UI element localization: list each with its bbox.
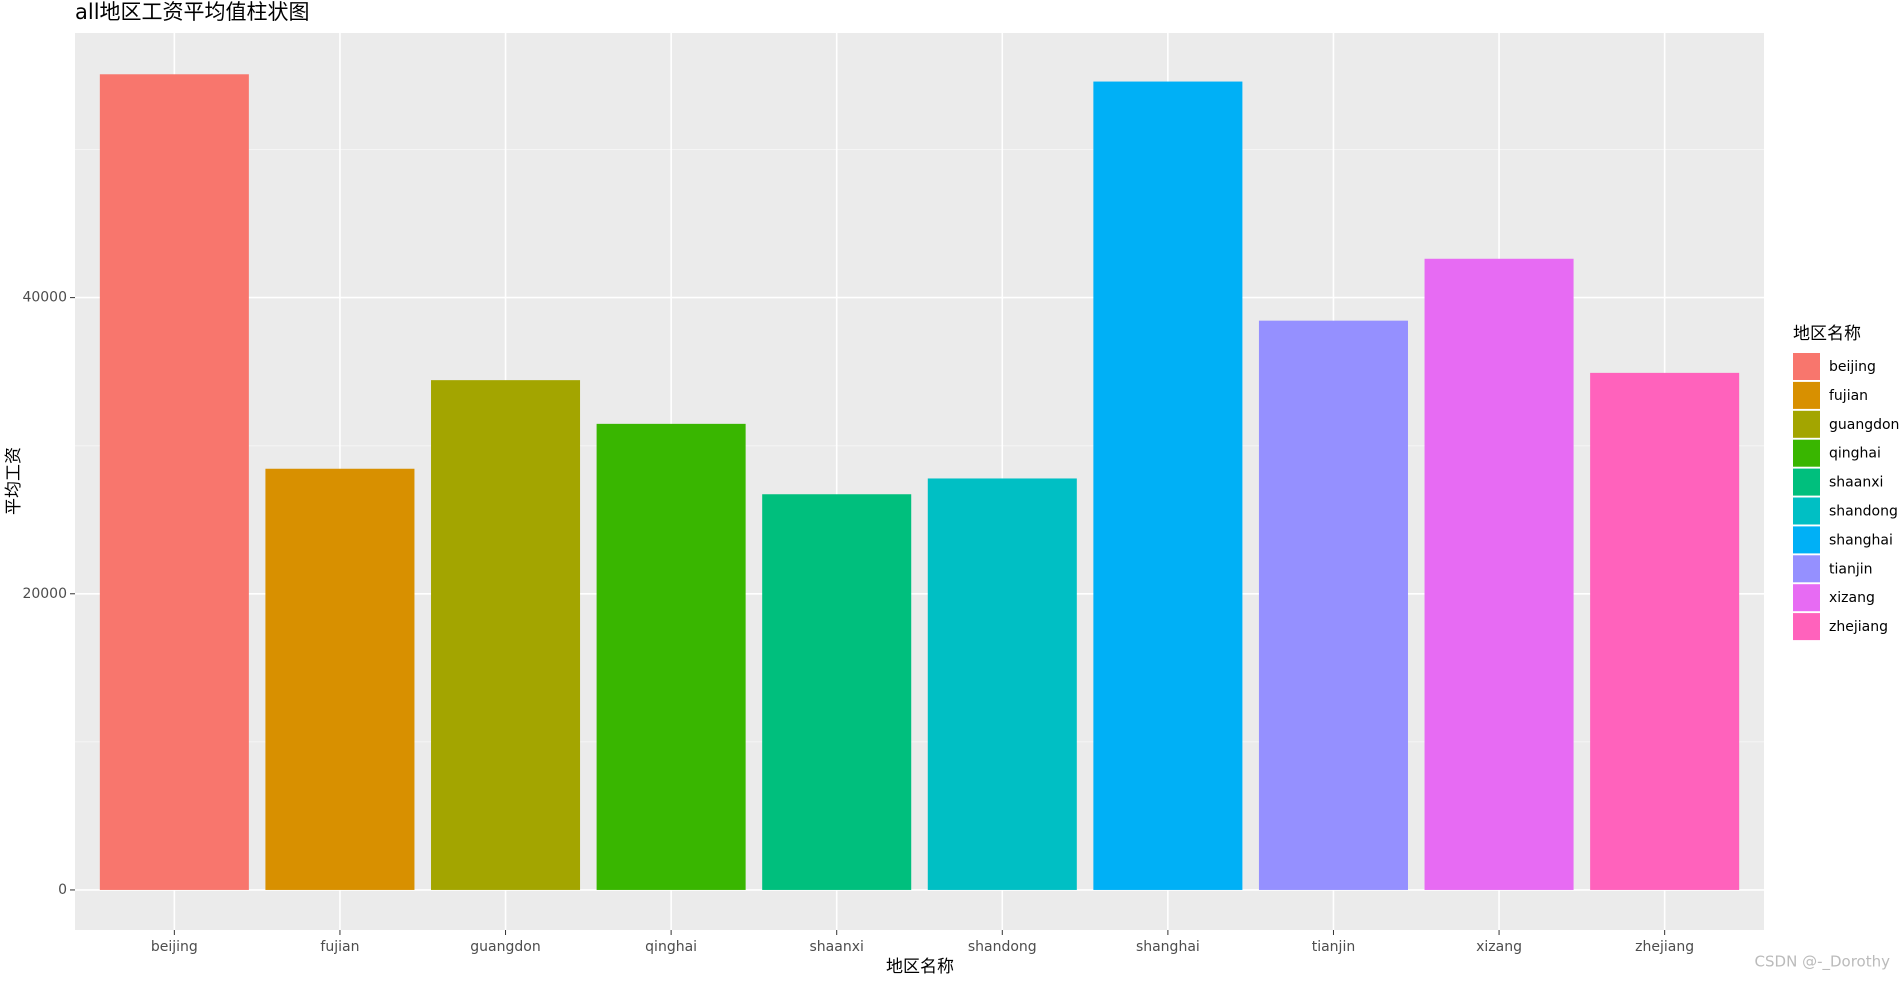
x-tick-label: xizang — [1476, 939, 1522, 955]
bar — [1258, 320, 1408, 890]
watermark: CSDN @-_Dorothy — [1755, 953, 1891, 972]
bar — [99, 74, 249, 890]
legend-title: 地区名称 — [1793, 324, 1861, 344]
y-tick-label: 40000 — [22, 290, 67, 306]
legend-label: xizang — [1829, 590, 1875, 606]
legend-key — [1793, 584, 1820, 612]
bar — [431, 380, 581, 890]
bar — [265, 468, 415, 890]
legend-label: shandong — [1829, 504, 1898, 520]
x-axis-title: 地区名称 — [886, 957, 954, 977]
bar — [762, 494, 912, 890]
x-tick-label: guangdon — [470, 939, 540, 955]
bar — [1093, 81, 1243, 890]
bar — [596, 423, 746, 890]
legend-label: shanghai — [1829, 532, 1893, 548]
y-axis-title: 平均工资 — [4, 447, 24, 515]
legend-key — [1793, 468, 1820, 496]
y-tick-label: 20000 — [22, 586, 67, 602]
x-tick-label: shanghai — [1136, 939, 1200, 955]
legend-label: beijing — [1829, 359, 1876, 375]
legend-key — [1793, 555, 1820, 583]
x-tick-label: shaanxi — [810, 939, 864, 955]
legend-label: shaanxi — [1829, 475, 1883, 491]
legend-key — [1793, 381, 1820, 409]
legend-label: tianjin — [1829, 561, 1872, 577]
x-tick-label: shandong — [968, 939, 1037, 955]
legend-key — [1793, 439, 1820, 467]
legend-key — [1793, 497, 1820, 525]
x-tick-label: qinghai — [645, 939, 697, 955]
y-tick-label: 0 — [58, 882, 67, 898]
bar — [1424, 258, 1574, 890]
legend-key — [1793, 526, 1820, 554]
bar — [927, 478, 1077, 890]
legend-label: guangdon — [1829, 417, 1899, 433]
chart-title: all地区工资平均值柱状图 — [75, 0, 310, 24]
x-tick-label: tianjin — [1312, 939, 1355, 955]
legend-key — [1793, 410, 1820, 438]
legend-key — [1793, 353, 1820, 380]
bar — [1590, 372, 1740, 890]
x-tick-label: beijing — [151, 939, 198, 955]
x-tick-label: zhejiang — [1635, 939, 1694, 955]
legend-key — [1793, 613, 1820, 641]
legend-label: fujian — [1829, 388, 1868, 404]
x-tick-label: fujian — [320, 939, 359, 955]
legend-label: zhejiang — [1829, 619, 1888, 635]
legend-label: qinghai — [1829, 446, 1881, 462]
